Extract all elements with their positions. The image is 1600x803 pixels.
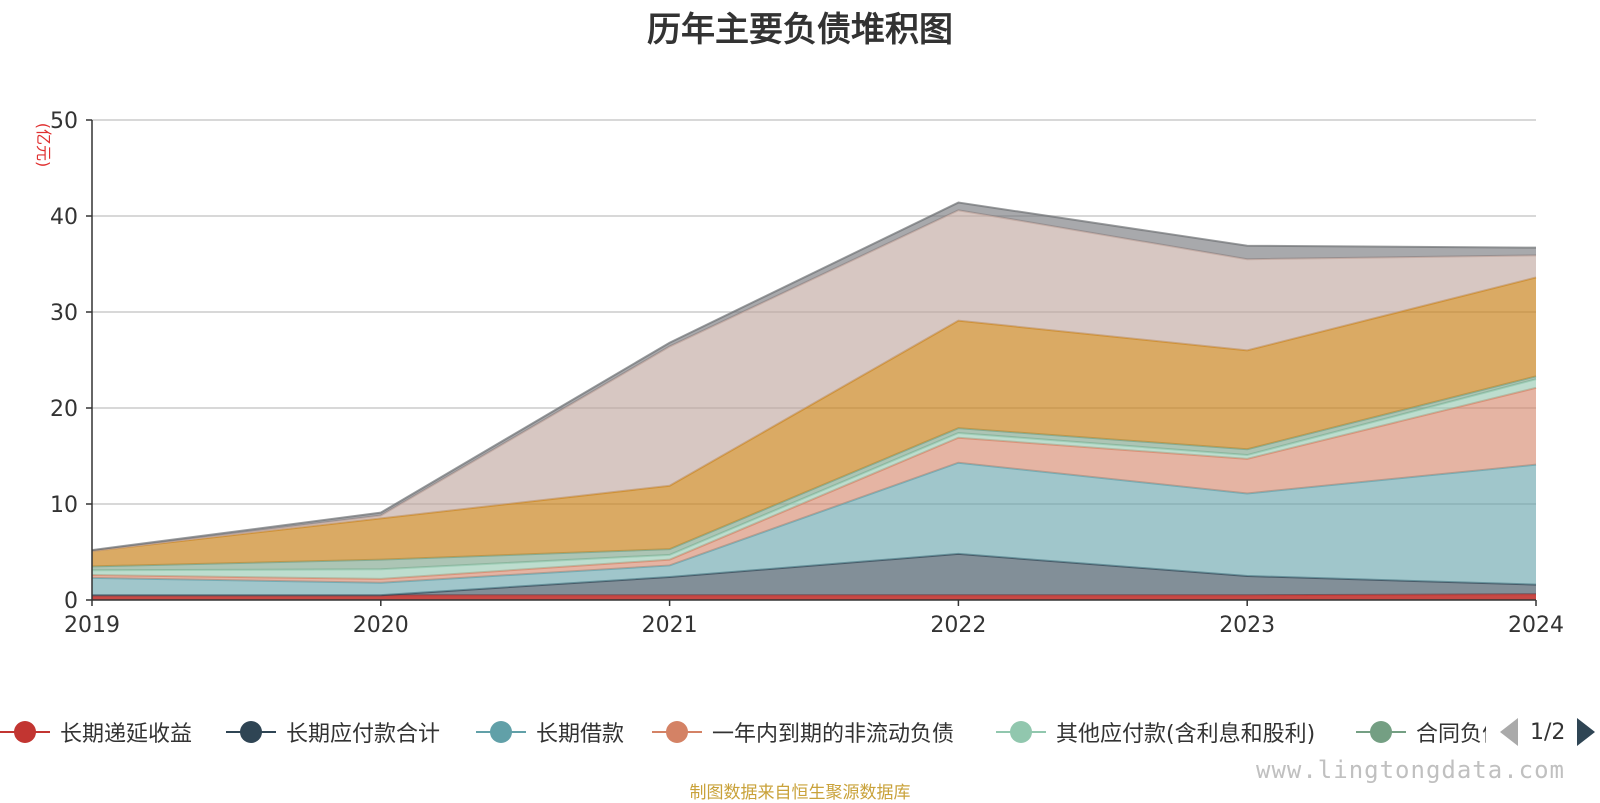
- series-area-7[interactable]: [92, 210, 1536, 552]
- pager-next-icon[interactable]: [1577, 718, 1596, 746]
- series-line-8: [91, 201, 1537, 552]
- stacked-areas: [91, 201, 1537, 600]
- series-area-2[interactable]: [92, 462, 1536, 596]
- series-area-1[interactable]: [92, 553, 1536, 596]
- series-line-2: [91, 461, 1537, 584]
- x-tick-label: 2024: [1508, 613, 1564, 638]
- pager-text: 1/2: [1530, 719, 1566, 745]
- legend-label: 一年内到期的非流动负债: [712, 722, 955, 747]
- legend-items: 长期递延收益 长期应付款合计 长期借款 一年内到期的非流动负债 其他应付款(含利息和股利…: [0, 712, 1486, 752]
- legend-item[interactable]: 一年内到期的非流动负债: [652, 712, 954, 752]
- series-area-6[interactable]: [92, 277, 1536, 567]
- legend-marker-icon: [226, 717, 276, 747]
- legend-marker-icon: [476, 717, 526, 747]
- legend-pager: 1/2: [1500, 712, 1596, 752]
- legend-item[interactable]: 其他应付款(含利息和股利): [996, 712, 1315, 752]
- legend-label: 合同负债: [1416, 722, 1486, 747]
- legend-item[interactable]: 合同负债: [1356, 712, 1486, 752]
- y-axis-unit-label: (亿元): [34, 123, 53, 168]
- series-area-3[interactable]: [92, 387, 1536, 583]
- y-tick-label: 0: [64, 589, 78, 614]
- y-tick-label: 30: [50, 301, 78, 326]
- legend-label: 长期递延收益: [60, 722, 193, 747]
- chart-title: 历年主要负债堆积图: [647, 10, 953, 50]
- y-tick-label: 10: [50, 493, 78, 518]
- legend-marker-icon: [652, 717, 702, 747]
- x-tick-label: 2019: [64, 613, 120, 638]
- legend-label: 长期借款: [536, 722, 625, 747]
- legend-item[interactable]: 长期借款: [476, 712, 624, 752]
- x-tick-label: 2020: [353, 613, 409, 638]
- y-tick-label: 40: [50, 205, 78, 230]
- legend-item[interactable]: 长期递延收益: [0, 712, 192, 752]
- legend-label: 长期应付款合计: [286, 722, 441, 747]
- x-tick-label: 2022: [930, 613, 986, 638]
- axes: 0 10 20 30 40 50 2019 2020 2021 2022 2023 2024: [50, 109, 1564, 638]
- legend-marker-icon: [0, 717, 50, 747]
- legend-marker-icon: [1356, 717, 1406, 747]
- y-tick-label: 50: [50, 109, 78, 134]
- legend-item[interactable]: 长期应付款合计: [226, 712, 440, 752]
- source-note: 制图数据来自恒生聚源数据库: [689, 783, 911, 803]
- x-tick-label: 2023: [1219, 613, 1275, 638]
- watermark: www.lingtongdata.com: [1256, 756, 1565, 784]
- pager-prev-icon[interactable]: [1500, 718, 1518, 746]
- y-tick-label: 20: [50, 397, 78, 422]
- legend-marker-icon: [996, 717, 1046, 747]
- legend-label: 其他应付款(含利息和股利): [1056, 722, 1316, 747]
- x-tick-label: 2021: [642, 613, 698, 638]
- legend: 长期递延收益 长期应付款合计 长期借款 一年内到期的非流动负债 其他应付款(含利息和股利…: [0, 712, 1600, 752]
